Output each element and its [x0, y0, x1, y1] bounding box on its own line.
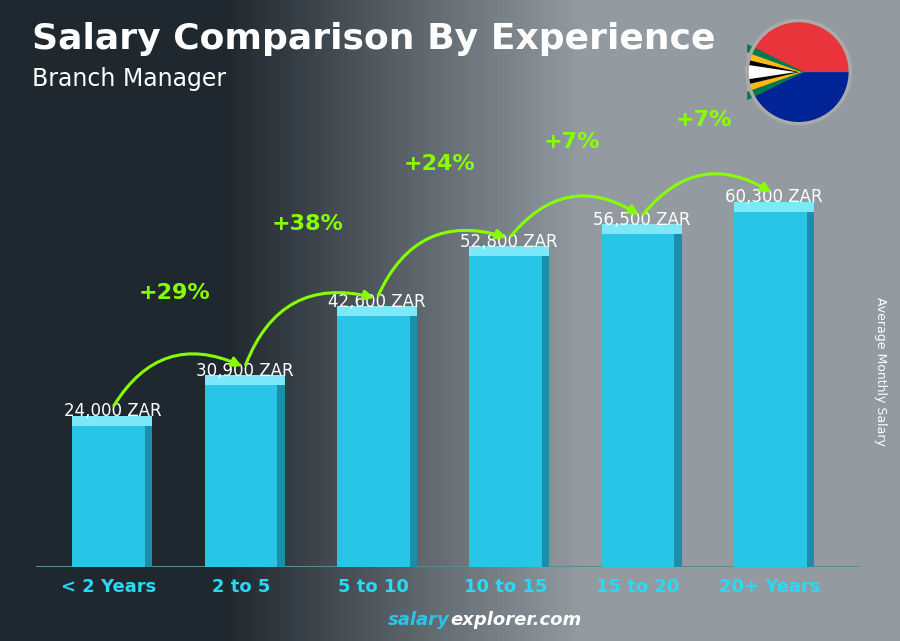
Bar: [469, 256, 542, 567]
Text: +7%: +7%: [544, 132, 600, 153]
Bar: [145, 426, 152, 567]
Bar: [601, 224, 681, 234]
Text: +24%: +24%: [403, 154, 475, 174]
Text: salary: salary: [388, 612, 450, 629]
Bar: [601, 234, 674, 567]
Polygon shape: [747, 60, 799, 85]
Bar: [674, 234, 681, 567]
Bar: [734, 202, 814, 212]
Text: 30,900 ZAR: 30,900 ZAR: [196, 362, 293, 379]
Bar: [277, 385, 284, 567]
Text: Average Monthly Salary: Average Monthly Salary: [874, 297, 886, 446]
Bar: [806, 212, 814, 567]
Text: 42,600 ZAR: 42,600 ZAR: [328, 293, 426, 311]
Bar: [337, 306, 417, 316]
Text: +29%: +29%: [139, 283, 211, 303]
Text: +7%: +7%: [676, 110, 733, 130]
Text: explorer.com: explorer.com: [450, 612, 581, 629]
Polygon shape: [747, 65, 796, 79]
Bar: [337, 316, 410, 567]
Wedge shape: [747, 72, 850, 124]
Bar: [204, 376, 284, 385]
Bar: [204, 385, 277, 567]
Bar: [734, 212, 806, 567]
Polygon shape: [747, 53, 802, 92]
Bar: [469, 246, 549, 256]
Polygon shape: [747, 44, 805, 100]
Text: Branch Manager: Branch Manager: [32, 67, 226, 91]
Bar: [72, 426, 145, 567]
Text: 56,500 ZAR: 56,500 ZAR: [593, 211, 690, 229]
Bar: [72, 416, 152, 426]
Text: Salary Comparison By Experience: Salary Comparison By Experience: [32, 22, 715, 56]
Wedge shape: [747, 21, 850, 72]
Bar: [542, 256, 549, 567]
Text: 24,000 ZAR: 24,000 ZAR: [64, 403, 161, 420]
Bar: [410, 316, 417, 567]
Text: 60,300 ZAR: 60,300 ZAR: [725, 188, 823, 206]
Text: 52,800 ZAR: 52,800 ZAR: [461, 233, 558, 251]
Text: +38%: +38%: [271, 214, 343, 234]
